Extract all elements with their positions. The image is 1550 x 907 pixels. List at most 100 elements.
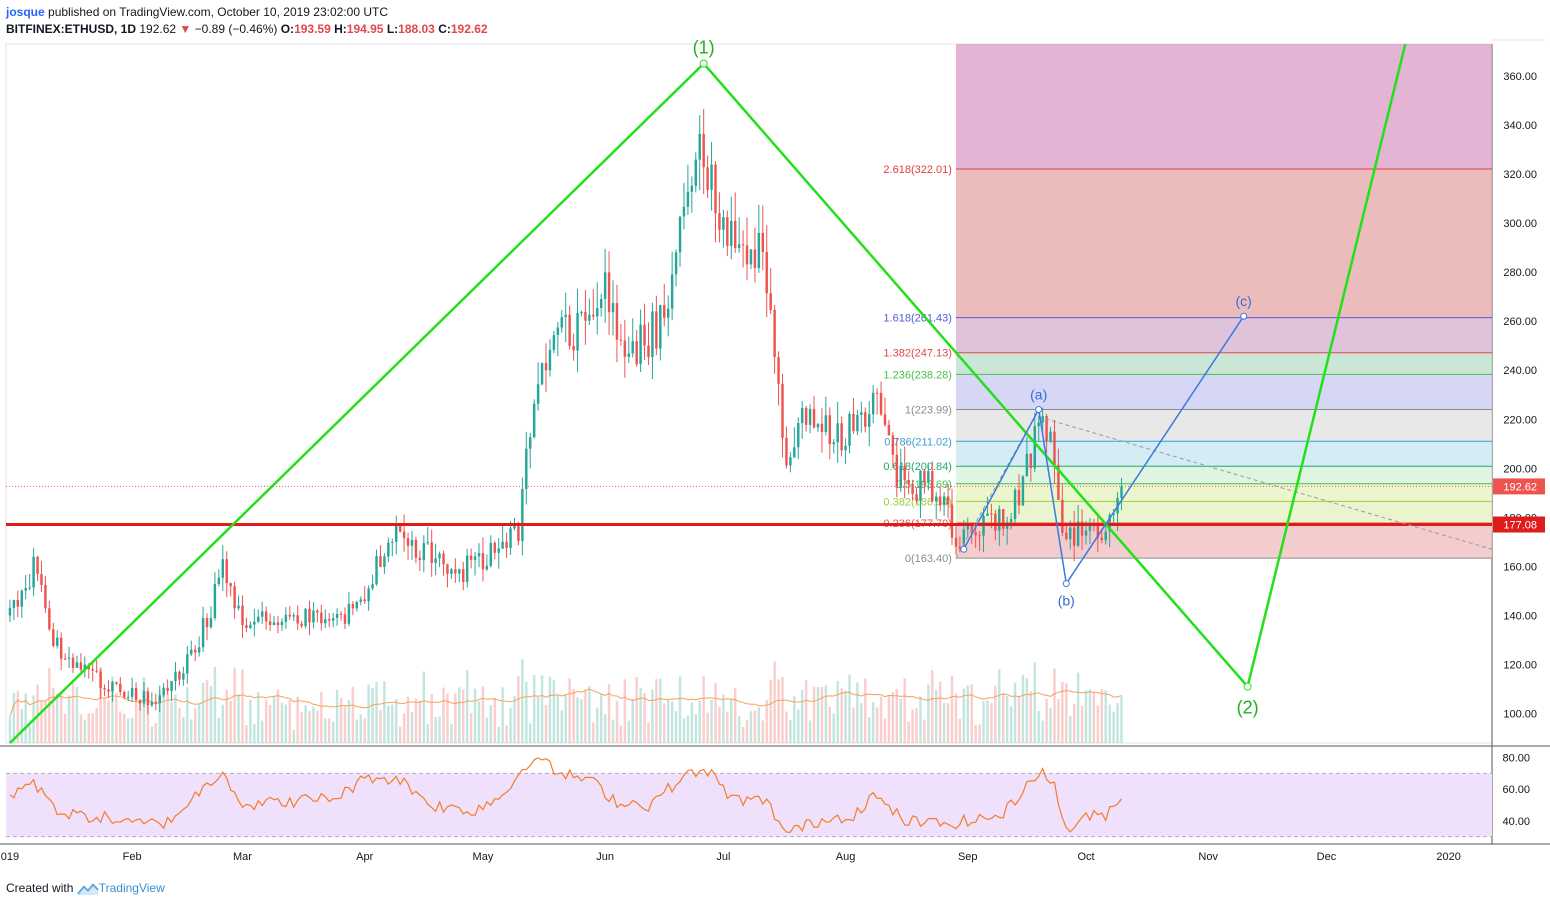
price-tick-label: 340.00: [1503, 120, 1537, 132]
volume-bar: [793, 696, 796, 743]
candle-body: [264, 611, 268, 622]
candle-body: [197, 647, 201, 653]
volume-bar: [540, 675, 544, 743]
price-tick-label: 160.00: [1503, 561, 1537, 573]
candle-body: [804, 408, 808, 425]
volume-bar: [1037, 711, 1040, 743]
candle-body: [824, 415, 828, 433]
last-price: 192.62: [139, 22, 177, 36]
fib-band: [955, 522, 1492, 559]
volume-bar: [990, 703, 993, 743]
candle-body: [288, 614, 292, 617]
fib-band: [955, 483, 1492, 502]
candle-body: [931, 471, 934, 502]
candle-body: [359, 599, 362, 602]
candle-body: [773, 309, 776, 358]
candle-body: [966, 525, 969, 530]
author-link[interactable]: josque: [6, 5, 45, 19]
candle-body: [280, 621, 284, 626]
candle-body: [1033, 426, 1036, 469]
volume-bar: [643, 692, 646, 743]
volume-bar: [505, 725, 508, 743]
candle-body: [990, 513, 993, 515]
candle-body: [1049, 431, 1052, 442]
open-label: O:: [280, 22, 295, 36]
volume-bar: [678, 676, 682, 743]
volume-bar: [702, 676, 705, 743]
rsi-tick-label: 60.00: [1502, 784, 1530, 796]
candle-body: [686, 191, 690, 207]
candle-body: [123, 692, 126, 698]
volume-bar: [422, 671, 426, 743]
candle-body: [178, 671, 181, 680]
candle-body: [572, 345, 575, 351]
candle-body: [856, 414, 859, 432]
tradingview-link[interactable]: TradingView: [98, 881, 165, 895]
volume-bar: [611, 719, 615, 743]
candle-body: [529, 437, 532, 449]
candle-body: [28, 587, 31, 589]
volume-bar: [158, 690, 161, 743]
time-tick-label: Apr: [356, 851, 373, 863]
volume-bar: [670, 701, 674, 743]
volume-bar: [473, 688, 477, 743]
volume-bar: [355, 719, 359, 743]
candle-body: [749, 249, 753, 265]
candle-body: [241, 605, 244, 626]
candle-body: [501, 541, 504, 549]
volume-bar: [300, 712, 303, 743]
candle-body: [308, 608, 311, 623]
candle-body: [391, 541, 394, 543]
volume-bar: [107, 700, 110, 743]
volume-bar: [241, 669, 244, 743]
low-label: L:: [386, 22, 399, 36]
volume-bar: [410, 712, 414, 743]
volume-bar: [56, 693, 59, 743]
candle-body: [395, 524, 398, 542]
volume-bar: [749, 711, 753, 743]
volume-bar: [777, 679, 780, 743]
volume-bar: [1096, 705, 1100, 743]
candle-body: [915, 494, 918, 501]
volume-bar: [974, 725, 977, 743]
candle-body: [257, 616, 260, 622]
volume-bar: [83, 719, 87, 743]
candle-body: [623, 340, 627, 357]
volume-bars: [8, 659, 1123, 743]
volume-bar: [489, 704, 493, 743]
volume-bar: [935, 689, 938, 743]
abc-point: [1240, 312, 1248, 320]
candle-body: [182, 673, 185, 680]
fib-band: [955, 169, 1492, 318]
candle-body: [607, 272, 611, 313]
candle-body: [469, 555, 473, 561]
abc-label: (b): [1058, 593, 1075, 609]
candle-body: [154, 701, 158, 704]
trend-dashed-line: [1038, 416, 1493, 550]
candle-body: [339, 613, 343, 615]
volume-bar: [1112, 711, 1115, 743]
volume-bar: [162, 687, 165, 743]
volume-bar: [237, 694, 240, 743]
volume-bar: [371, 688, 374, 743]
candle-body: [103, 687, 106, 690]
candle-body: [789, 457, 792, 466]
volume-bar: [517, 676, 520, 743]
candle-body: [292, 615, 295, 617]
volume-bar: [205, 680, 209, 743]
volume-bar: [785, 711, 788, 743]
volume-bar: [525, 681, 528, 743]
candle-body: [331, 618, 335, 621]
volume-bar: [1069, 715, 1072, 743]
candle-body: [1021, 476, 1025, 506]
volume-bar: [44, 700, 47, 743]
candle-body: [245, 625, 248, 628]
volume-bar: [111, 676, 114, 743]
volume-bar: [568, 678, 571, 743]
fib-band: [955, 374, 1492, 410]
candle-body: [903, 465, 906, 481]
volume-bar: [552, 679, 556, 743]
time-tick-label: Dec: [1317, 851, 1337, 863]
volume-bar: [359, 714, 362, 743]
